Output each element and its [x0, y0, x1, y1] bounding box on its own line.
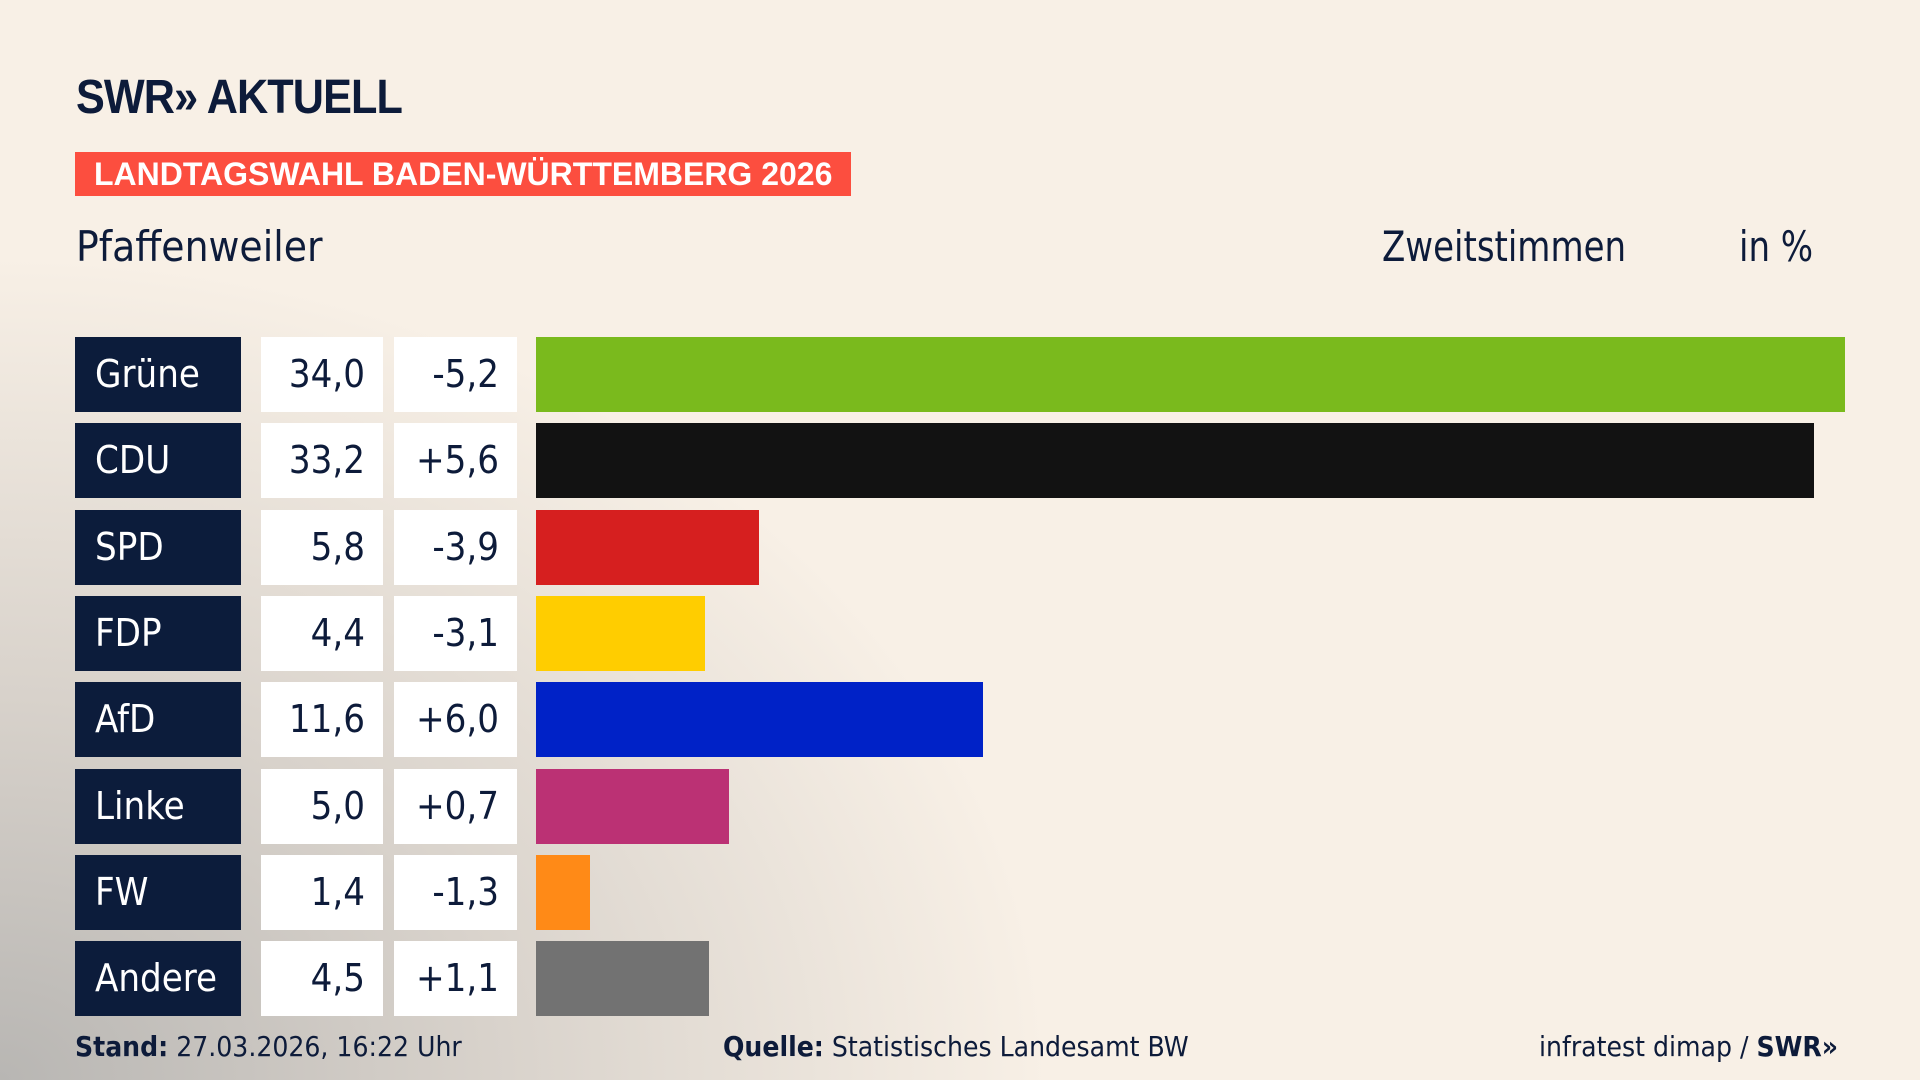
value-label: 11,6 — [261, 682, 383, 758]
diff-label: +5,6 — [394, 423, 517, 499]
stand-value: 27.03.2026, 16:22 Uhr — [176, 1030, 462, 1063]
bar-afd — [536, 682, 983, 758]
bar-fdp — [536, 595, 706, 671]
party-label: Grüne — [75, 337, 241, 412]
swr-logo: SWR» — [1756, 1030, 1839, 1063]
bar-andere — [536, 941, 710, 1017]
value-label: 4,4 — [261, 595, 383, 671]
party-label: FDP — [75, 595, 241, 671]
party-row: Linke 5,0 +0,7 — [0, 768, 1920, 844]
stand-label: Stand: — [75, 1030, 169, 1063]
party-row: AfD 11,6 +6,0 — [0, 682, 1920, 758]
unit-label: in % — [1739, 222, 1814, 271]
diff-label: +1,1 — [394, 941, 517, 1017]
party-row: SPD 5,8 -3,9 — [0, 509, 1920, 585]
bar-fw — [536, 854, 590, 930]
source-value: Statistisches Landesamt BW — [831, 1030, 1189, 1063]
diff-label: -5,2 — [394, 337, 517, 412]
credit: infratest dimap / SWR» — [1539, 1030, 1838, 1063]
party-label: Andere — [75, 941, 241, 1017]
value-label: 5,8 — [261, 509, 383, 585]
diff-label: -1,3 — [394, 854, 517, 930]
diff-label: -3,1 — [394, 595, 517, 671]
party-label: AfD — [75, 682, 241, 758]
party-label: CDU — [75, 423, 241, 499]
metric-label: Zweitstimmen — [1382, 222, 1627, 271]
source-label: Quelle: — [723, 1030, 824, 1063]
election-banner: LANDTAGSWAHL BADEN-WÜRTTEMBERG 2026 — [75, 152, 852, 196]
value-label: 1,4 — [261, 854, 383, 930]
diff-label: +6,0 — [394, 682, 517, 758]
party-label: FW — [75, 854, 241, 930]
value-label: 33,2 — [261, 423, 383, 499]
value-label: 34,0 — [261, 337, 383, 412]
place-title: Pfaffenweiler — [76, 222, 323, 271]
party-label: Linke — [75, 768, 241, 844]
credit-text: infratest dimap / — [1539, 1030, 1757, 1063]
source: Quelle: Statistisches Landesamt BW — [723, 1030, 1189, 1063]
bar-cdu — [536, 423, 1815, 499]
stand: Stand: 27.03.2026, 16:22 Uhr — [75, 1030, 462, 1063]
diff-label: -3,9 — [394, 509, 517, 585]
value-label: 4,5 — [261, 941, 383, 1017]
bar-grüne — [536, 337, 1845, 412]
party-row: FW 1,4 -1,3 — [0, 854, 1920, 930]
party-row: CDU 33,2 +5,6 — [0, 423, 1920, 499]
value-label: 5,0 — [261, 768, 383, 844]
party-row: Andere 4,5 +1,1 — [0, 941, 1920, 1017]
bar-linke — [536, 768, 729, 844]
swr-aktuell-logo: SWR» AKTUELL — [76, 71, 403, 124]
diff-label: +0,7 — [394, 768, 517, 844]
party-row: Grüne 34,0 -5,2 — [0, 337, 1920, 412]
party-label: SPD — [75, 509, 241, 585]
bar-spd — [536, 509, 760, 585]
party-row: FDP 4,4 -3,1 — [0, 595, 1920, 671]
